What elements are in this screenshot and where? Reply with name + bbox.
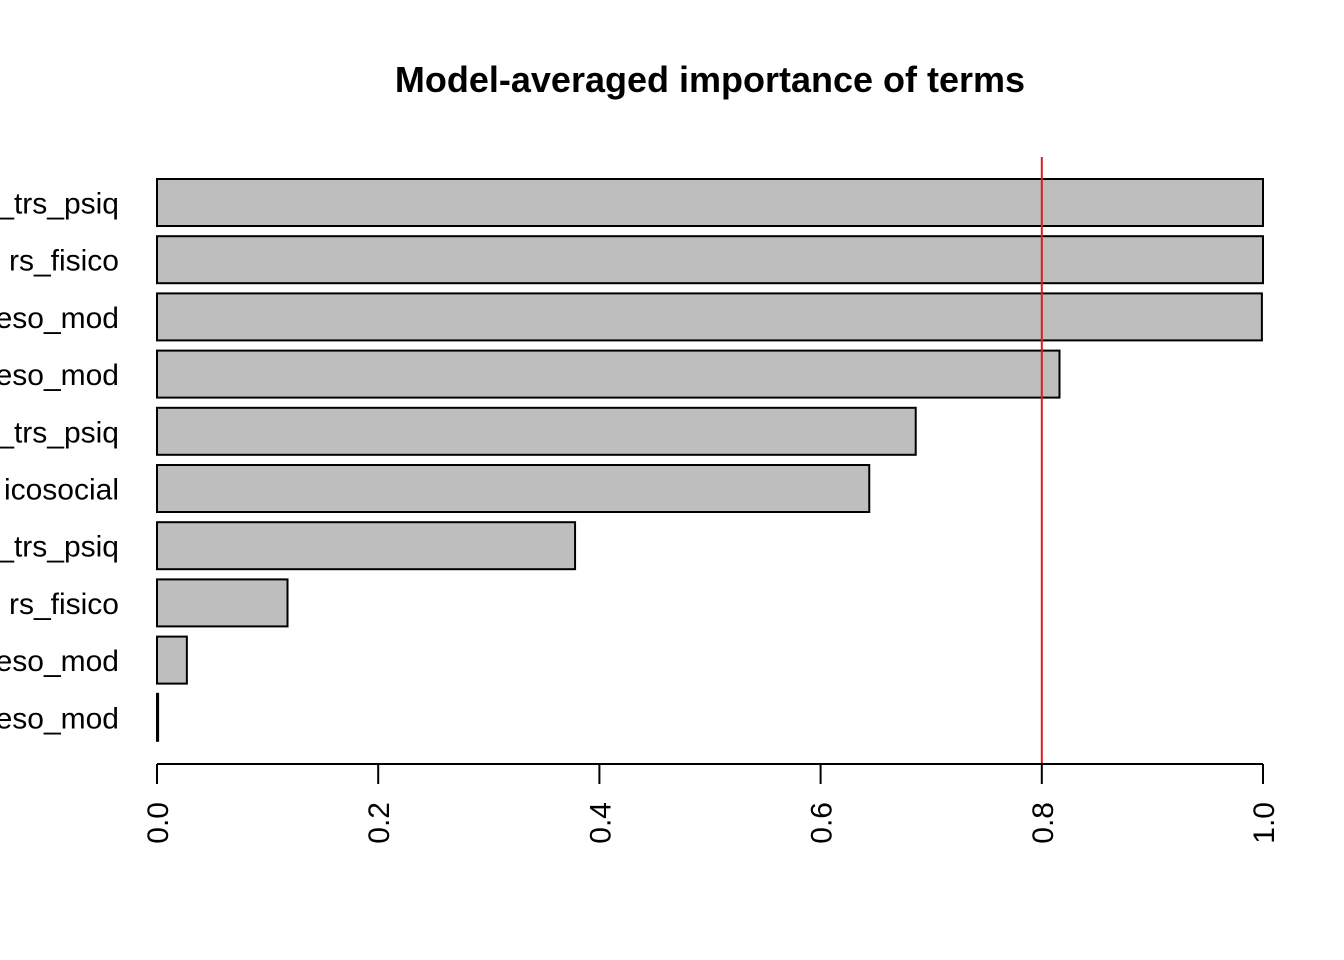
chart-title: Model-averaged importance of terms [395,59,1025,100]
bar [156,406,917,456]
category-label: eso_mod [0,302,119,335]
x-tick-label: 1.0 [1248,802,1281,844]
bar [156,521,577,571]
category-label: _trs_psiq [0,416,119,449]
bars-layer [156,178,1264,742]
category-label: eso_mod [0,645,119,678]
x-tick-label: 0.4 [584,802,617,844]
bar [156,178,1264,227]
bar [156,464,871,513]
x-tick-label: 0.8 [1027,802,1060,844]
bar [156,635,188,685]
category-label: _trs_psiq [0,531,119,564]
bar [156,692,160,742]
category-label: icosocial [4,474,119,507]
bar [156,235,1264,285]
category-label: rs_fisico [9,245,119,278]
category-label: rs_fisico [9,588,119,621]
x-tick-label: 0.2 [363,802,396,844]
bar [156,578,289,628]
x-tick-label: 0.0 [142,802,175,844]
bar [156,292,1263,342]
x-axis: 0.0 0.2 0.4 0.6 0.8 1.0 [142,763,1281,844]
category-label: eso_mod [0,702,119,735]
category-labels: _trs_psiq rs_fisico eso_mod eso_mod _trs_psi… [0,188,119,736]
category-label: eso_mod [0,359,119,392]
x-tick-label: 0.6 [806,802,839,844]
category-label: _trs_psiq [0,188,119,221]
bar [156,349,1061,399]
